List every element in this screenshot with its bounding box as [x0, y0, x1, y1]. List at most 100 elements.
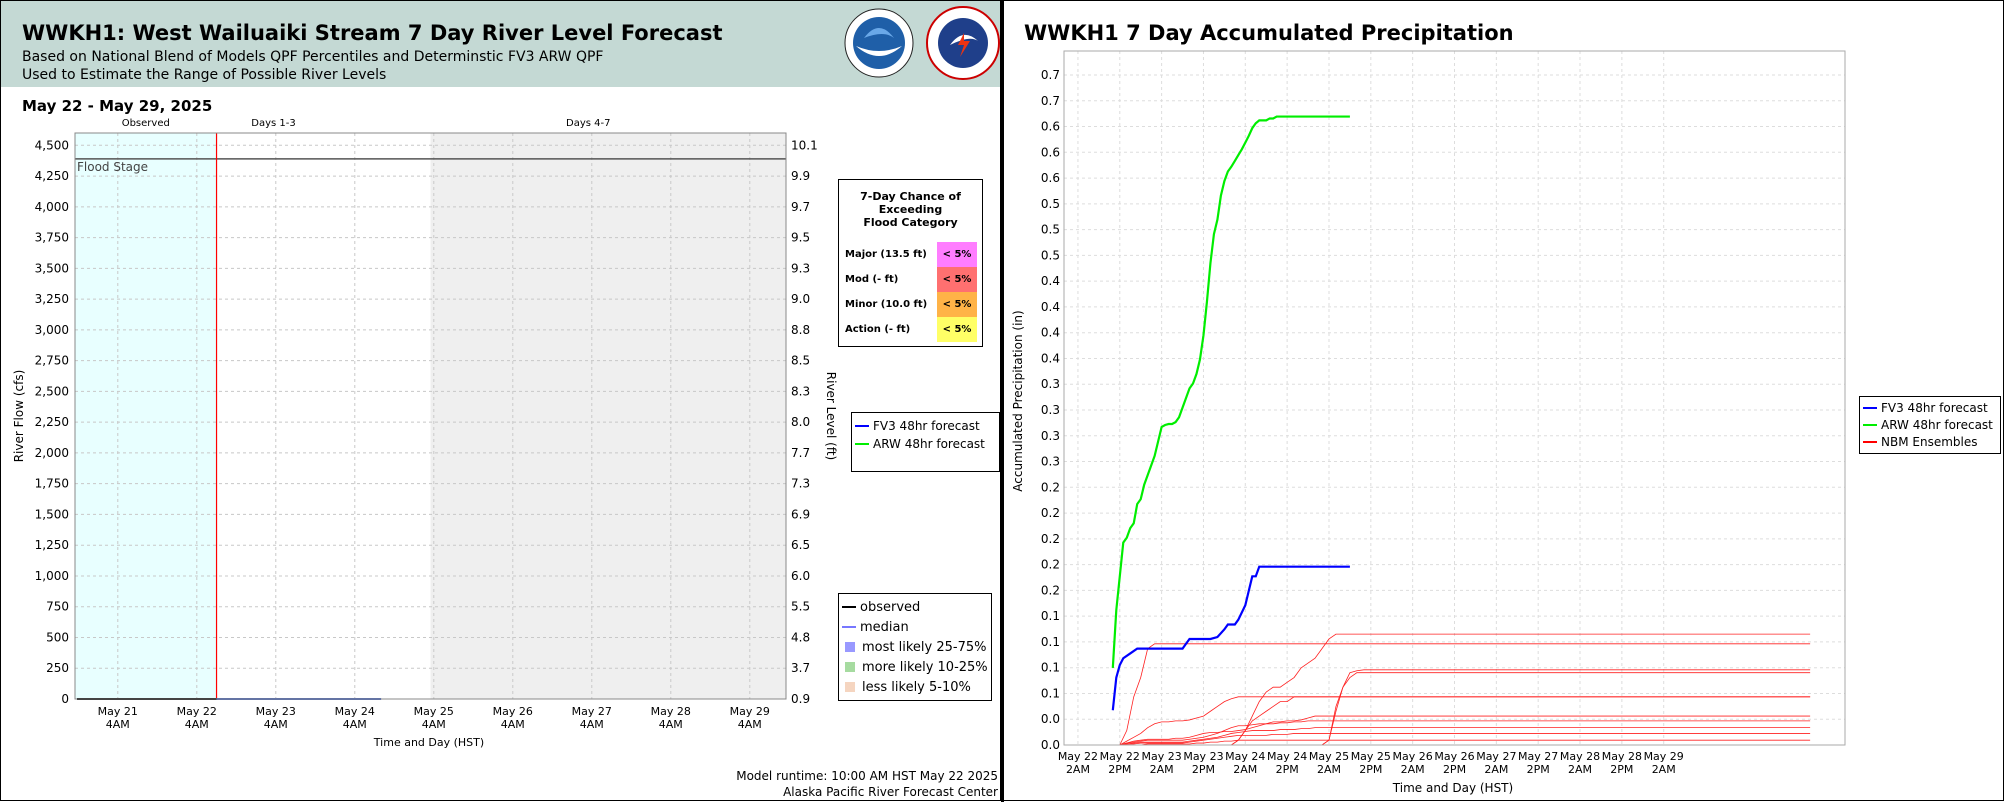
legend-entry: FV3 48hr forecast	[1863, 399, 2000, 416]
y-tick-label: 4,250	[35, 169, 69, 183]
flood-category-row: Action (- ft) < 5%	[845, 317, 977, 342]
legend-label: more likely 10-25%	[862, 659, 988, 675]
y-tick-label: 3,250	[35, 292, 69, 306]
x-tick-label-time: 2PM	[1443, 763, 1466, 776]
y-tick-label: 0.2	[1041, 506, 1060, 520]
nbm-ensemble-member	[1119, 643, 1811, 746]
y-tick-label: 0.3	[1041, 403, 1060, 417]
y-tick-label: 750	[46, 600, 69, 614]
nbm-ensemble-member	[1119, 720, 1811, 746]
legend-entry: more likely 10-25%	[842, 657, 991, 677]
x-tick-label-time: 4AM	[580, 718, 604, 731]
forecast-subtitle-2: Used to Estimate the Range of Possible R…	[22, 67, 387, 83]
series-fv3	[1111, 565, 1350, 711]
x-tick-label: May 24	[335, 705, 375, 718]
date-range: May 22 - May 29, 2025	[22, 97, 213, 115]
y-tick-label: 0.5	[1041, 197, 1060, 211]
y-tick-label: 0.1	[1041, 635, 1060, 649]
y-tick-label: 0.3	[1041, 455, 1060, 469]
y2-tick-label: 5.5	[791, 600, 810, 614]
flood-category-value: < 5%	[937, 267, 977, 292]
y2-tick-label: 9.3	[791, 261, 810, 275]
x-tick-label-time: 2AM	[1652, 763, 1676, 776]
x-tick-label: May 25	[414, 705, 454, 718]
series-arw	[1111, 115, 1350, 668]
y-tick-label: 0.4	[1041, 300, 1060, 314]
x-tick-label-time: 2PM	[1527, 763, 1550, 776]
days-4-7-shading	[430, 133, 786, 699]
period-label: Days 1-3	[251, 118, 295, 129]
flood-category-value: < 5%	[937, 292, 977, 317]
legend-entry: most likely 25-75%	[842, 637, 991, 657]
y-tick-label: 2,250	[35, 415, 69, 429]
y-tick-label: 1,750	[35, 477, 69, 491]
y-tick-label: 0	[61, 692, 69, 706]
panel-divider	[1001, 0, 1004, 802]
y2-tick-label: 9.0	[791, 292, 810, 306]
nbm-ensemble-member	[1119, 727, 1811, 746]
y-tick-label: 0.5	[1041, 248, 1060, 262]
x-tick-label: May 28	[1560, 750, 1600, 763]
y-tick-label: 0.6	[1041, 120, 1060, 134]
y-tick-label: 0.3	[1041, 429, 1060, 443]
flood-category-value: < 5%	[937, 242, 977, 267]
legend-entry: observed	[842, 597, 991, 617]
x-tick-label-time: 4AM	[264, 718, 288, 731]
x-tick-label: May 22	[1058, 750, 1098, 763]
legend-swatch	[842, 606, 856, 608]
x-tick-label-time: 4AM	[106, 718, 130, 731]
y2-tick-label: 10.1	[791, 138, 818, 152]
forecast-title: WWKH1: West Wailuaiki Stream 7 Day River…	[22, 21, 723, 45]
legend-label: NBM Ensembles	[1881, 434, 1978, 449]
legend-label: ARW 48hr forecast	[1881, 417, 1993, 432]
flood-box-title-2: Exceeding	[878, 203, 943, 216]
river-level-chart: Observed Days 1-3 Days 4-7 0 0.9 250 3.7 500 4.8…	[12, 118, 838, 749]
x-tick-label-time: 4AM	[738, 718, 762, 731]
x-tick-label-time: 4AM	[422, 718, 446, 731]
y2-tick-label: 8.3	[791, 384, 810, 398]
y-tick-label: 0.6	[1041, 145, 1060, 159]
y2-tick-label: 7.7	[791, 446, 810, 460]
y-tick-label: 0.5	[1041, 223, 1060, 237]
x-tick-label: May 25	[1309, 750, 1349, 763]
legend-label: most likely 25-75%	[862, 639, 987, 655]
x-tick-label: May 29	[730, 705, 770, 718]
y-axis-label: Accumulated Precipitation (in)	[1011, 310, 1025, 491]
legend-swatch	[842, 626, 856, 628]
y-tick-label: 1,250	[35, 538, 69, 552]
legend-label: less likely 5-10%	[862, 679, 971, 695]
nbm-ensemble-member	[1119, 672, 1811, 746]
flood-category-value: < 5%	[937, 317, 977, 342]
legend-swatch	[855, 425, 869, 427]
x-tick-label: May 23	[1183, 750, 1223, 763]
y-tick-label: 0.7	[1041, 94, 1060, 108]
legend-entry: ARW 48hr forecast	[855, 435, 999, 453]
y-tick-label: 0.2	[1041, 558, 1060, 572]
x-tick-label: May 24	[1267, 750, 1307, 763]
y-axis-label: River Flow (cfs)	[12, 370, 26, 463]
y2-tick-label: 9.9	[791, 169, 810, 183]
y2-tick-label: 8.5	[791, 354, 810, 368]
x-tick-label: May 27	[1476, 750, 1516, 763]
forecast-center: Alaska Pacific River Forecast Center	[783, 785, 998, 799]
x-tick-label-time: 2AM	[1317, 763, 1341, 776]
y-tick-label: 0.1	[1041, 661, 1060, 675]
x-tick-label: May 27	[572, 705, 612, 718]
precip-chart: 0.0 0.0 0.1 0.1 0.1 0.1 0.2 0.2 0.2 0.2 0.2 0.3 0.3 0…	[1011, 50, 1846, 795]
model-runtime: Model runtime: 10:00 AM HST May 22 2025	[736, 769, 998, 783]
flood-category-label: Action (- ft)	[845, 324, 911, 335]
legend-entry: median	[842, 617, 991, 637]
y-tick-label: 1,000	[35, 569, 69, 583]
x-tick-label: May 26	[1434, 750, 1474, 763]
y2-axis-label: River Level (ft)	[824, 372, 838, 460]
noaa-logo	[844, 8, 914, 78]
y-tick-label: 0.1	[1041, 609, 1060, 623]
nbm-ensemble-member	[1119, 696, 1811, 746]
x-tick-label-time: 2AM	[1066, 763, 1090, 776]
y2-tick-label: 9.7	[791, 200, 810, 214]
probability-legend: observed median most likely 25-75% more lik…	[838, 593, 992, 701]
forecast-subtitle-1: Based on National Blend of Models QPF Pe…	[22, 49, 604, 65]
y2-tick-label: 0.9	[791, 692, 810, 706]
x-tick-label-time: 2AM	[1233, 763, 1257, 776]
y-tick-label: 0.4	[1041, 274, 1060, 288]
